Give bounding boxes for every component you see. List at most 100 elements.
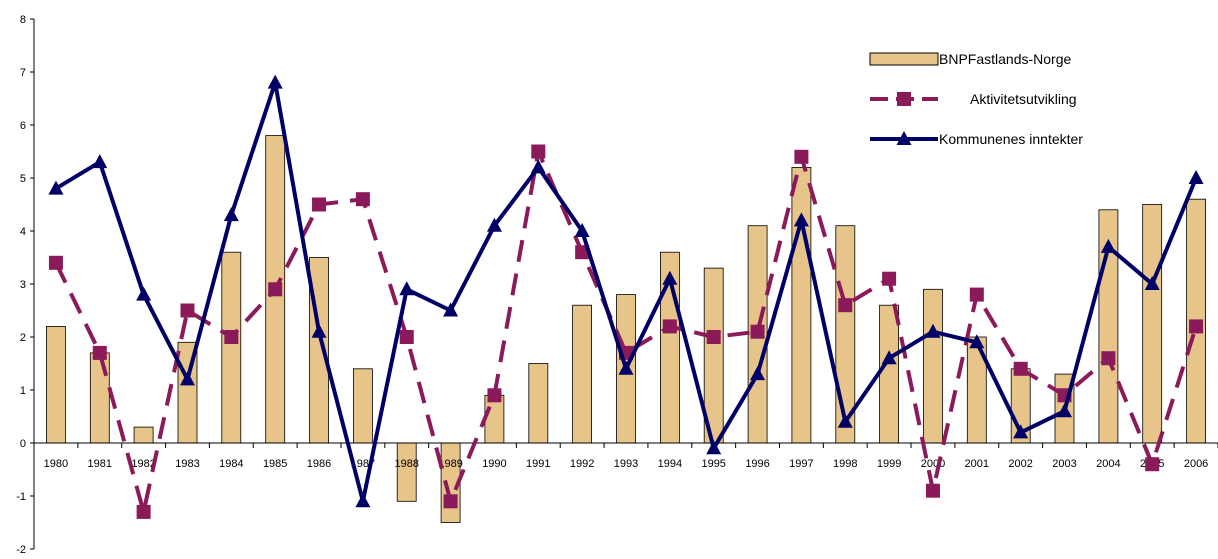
point-0-1982	[136, 504, 151, 519]
legend-label-1: Aktivitetsutvikling	[970, 91, 1077, 107]
point-0-2002	[1013, 361, 1028, 376]
y-tick-label-1: 1	[20, 385, 26, 397]
x-tick-label-2003: 2003	[1052, 458, 1076, 470]
point-1-2005	[1144, 276, 1160, 290]
bar-1984	[221, 251, 242, 444]
point-1-1986	[311, 323, 327, 338]
point-1-2006	[1188, 170, 1204, 184]
x-tick-label-2001: 2001	[965, 458, 989, 470]
x-tick-label-1984: 1984	[219, 458, 243, 470]
y-tick-label-8: 8	[20, 14, 26, 26]
bar-1982	[133, 426, 154, 444]
point-0-1995	[706, 330, 721, 344]
point-1-1991	[530, 159, 546, 174]
point-1-1988	[399, 281, 415, 296]
bar-2005	[1142, 204, 1163, 444]
point-1-2000	[925, 323, 941, 338]
point-1-1990	[486, 217, 502, 232]
point-1-1987	[355, 493, 371, 508]
bar-1981	[89, 352, 110, 444]
y-tick-label-2: 2	[20, 332, 26, 344]
point-0-1991	[531, 144, 546, 159]
y-tick-label-3: 3	[20, 279, 26, 291]
legend-label-0: BNPFastlands-Norge	[939, 51, 1071, 67]
x-tick-label-1998: 1998	[833, 458, 857, 470]
x-tick-label-2004: 2004	[1096, 458, 1120, 470]
point-1-1992	[574, 223, 590, 237]
point-1-1982	[136, 286, 152, 301]
point-0-1989	[443, 494, 458, 509]
x-tick-label-1993: 1993	[614, 458, 638, 470]
point-0-1997	[794, 149, 809, 164]
x-tick-label-1986: 1986	[307, 458, 331, 470]
bar-1997	[791, 166, 812, 444]
point-0-1983	[180, 303, 195, 318]
point-1-2002	[1013, 424, 1029, 439]
x-tick-label-1988: 1988	[394, 458, 418, 470]
bar-1990	[484, 394, 505, 444]
legend-marker-2	[896, 131, 912, 145]
point-1-1994	[662, 270, 678, 285]
point-1-1995	[706, 440, 722, 455]
x-tick-label-1997: 1997	[789, 458, 813, 470]
point-0-1987	[355, 192, 370, 207]
point-0-1985	[268, 282, 283, 297]
x-tick-label-2002: 2002	[1008, 458, 1032, 470]
legend-marker-1	[897, 92, 911, 106]
point-0-2006	[1189, 319, 1204, 334]
point-0-1980	[48, 255, 63, 270]
point-0-1994	[662, 319, 677, 334]
bar-1992	[572, 304, 592, 444]
series-line-0	[54, 149, 1199, 514]
y-tick-label-0: 0	[20, 438, 26, 450]
legend-label-2: Kommunenes inntekter	[939, 131, 1083, 147]
point-0-1990	[487, 388, 502, 403]
x-tick-label-1995: 1995	[701, 458, 725, 470]
point-0-2000	[925, 483, 940, 498]
point-0-1981	[92, 345, 107, 360]
lines-layer	[48, 74, 1204, 519]
point-0-1999	[882, 271, 897, 286]
point-1-1999	[881, 350, 897, 365]
bar-1991	[528, 363, 549, 444]
point-1-1993	[618, 360, 634, 375]
point-1-2004	[1100, 238, 1116, 253]
point-0-2005	[1145, 457, 1160, 472]
bar-1980	[46, 325, 66, 444]
point-0-1988	[399, 330, 414, 344]
point-1-2003	[1057, 403, 1073, 418]
bar-1988	[396, 442, 417, 502]
point-1-1984	[223, 207, 239, 222]
legend-swatch-0	[869, 52, 939, 66]
x-tick-label-1985: 1985	[263, 458, 287, 470]
point-1-1981	[92, 154, 108, 169]
point-1-1996	[750, 366, 766, 381]
point-0-1998	[838, 298, 853, 313]
point-1-1989	[443, 302, 459, 317]
y-tick-label--1: -1	[16, 491, 26, 503]
point-0-2004	[1101, 351, 1116, 366]
y-tick-label-5: 5	[20, 173, 26, 185]
point-0-1984	[224, 330, 239, 344]
x-tick-label-1996: 1996	[745, 458, 769, 470]
point-1-1983	[179, 371, 195, 386]
point-1-2001	[969, 334, 985, 349]
point-1-1980	[48, 180, 64, 195]
x-tick-label-1981: 1981	[88, 458, 112, 470]
point-0-1996	[750, 324, 765, 339]
x-tick-label-1990: 1990	[482, 458, 506, 470]
y-tick-label-7: 7	[20, 67, 26, 79]
x-tick-label-1994: 1994	[658, 458, 682, 470]
y-tick-label-6: 6	[20, 120, 26, 132]
bar-1987	[352, 368, 373, 444]
point-0-1986	[312, 197, 327, 212]
point-0-2001	[969, 287, 984, 302]
x-tick-label-2006: 2006	[1184, 458, 1208, 470]
x-tick-label-1982: 1982	[131, 458, 155, 470]
x-tick-label-1983: 1983	[175, 458, 199, 470]
x-tick-label-1991: 1991	[526, 458, 550, 470]
x-tick-label-1992: 1992	[570, 458, 594, 470]
y-tick-label-4: 4	[20, 226, 26, 238]
